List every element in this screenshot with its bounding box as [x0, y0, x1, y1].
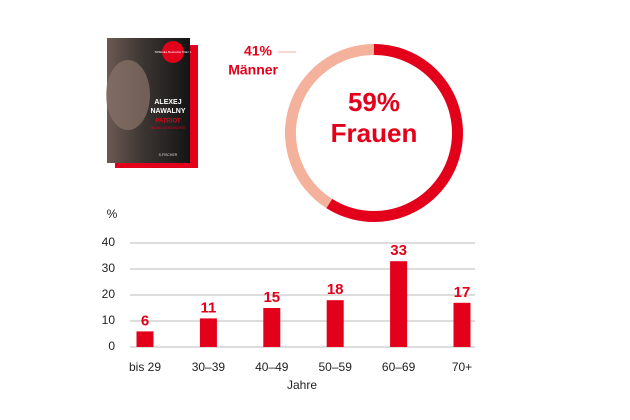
badge — [162, 41, 184, 63]
x-tick-label: 70+ — [452, 360, 472, 374]
donut-value-label: 59% — [348, 87, 400, 117]
donut-chart — [285, 44, 463, 222]
y-tick-label: 40 — [102, 235, 116, 249]
donut-segment — [285, 44, 375, 209]
publisher: S.FISCHER — [159, 153, 178, 157]
portrait — [106, 60, 150, 130]
donut-segment — [326, 44, 463, 222]
book-subtitle: MEINE GESCHICHTE — [150, 126, 186, 130]
donut-category-label: Männer — [228, 62, 278, 78]
y-tick-label: 0 — [108, 339, 115, 353]
x-tick-label: 30–39 — [192, 360, 226, 374]
book-title: PATRIOT — [155, 119, 181, 125]
bar — [326, 300, 344, 347]
y-tick-label: 20 — [102, 287, 116, 301]
x-axis-label: Jahre — [287, 378, 317, 392]
bar — [390, 261, 408, 347]
bar — [263, 308, 281, 347]
donut-category-label: Frauen — [331, 118, 418, 148]
bar-chart: % Jahre 0 10 20 30 40 6 bis 29 11 30–39 15 40–49 18… — [102, 207, 475, 392]
author: ALEXEJ — [154, 99, 181, 106]
y-axis-label: % — [107, 207, 118, 221]
badge-text: SPIEGEL Bestseller Platz 1 — [155, 50, 192, 54]
value-label: 17 — [454, 284, 471, 301]
x-tick-label: 50–59 — [319, 360, 353, 374]
bar — [199, 318, 217, 347]
value-label: 15 — [263, 289, 280, 306]
bar — [136, 331, 154, 347]
y-tick-label: 30 — [102, 261, 116, 275]
value-label: 33 — [390, 242, 407, 259]
value-label: 18 — [327, 281, 344, 298]
x-tick-label: bis 29 — [129, 360, 161, 374]
author: NAWALNY — [151, 108, 186, 115]
value-label: 11 — [200, 299, 216, 316]
x-tick-label: 40–49 — [255, 360, 289, 374]
y-tick-label: 10 — [102, 313, 116, 327]
value-label: 6 — [141, 312, 149, 329]
donut-value-label: 41% — [244, 43, 273, 59]
x-tick-label: 60–69 — [382, 360, 416, 374]
book-cover: SPIEGEL Bestseller Platz 1 ALEXEJ NAWALN… — [106, 38, 198, 168]
bar — [453, 302, 471, 347]
